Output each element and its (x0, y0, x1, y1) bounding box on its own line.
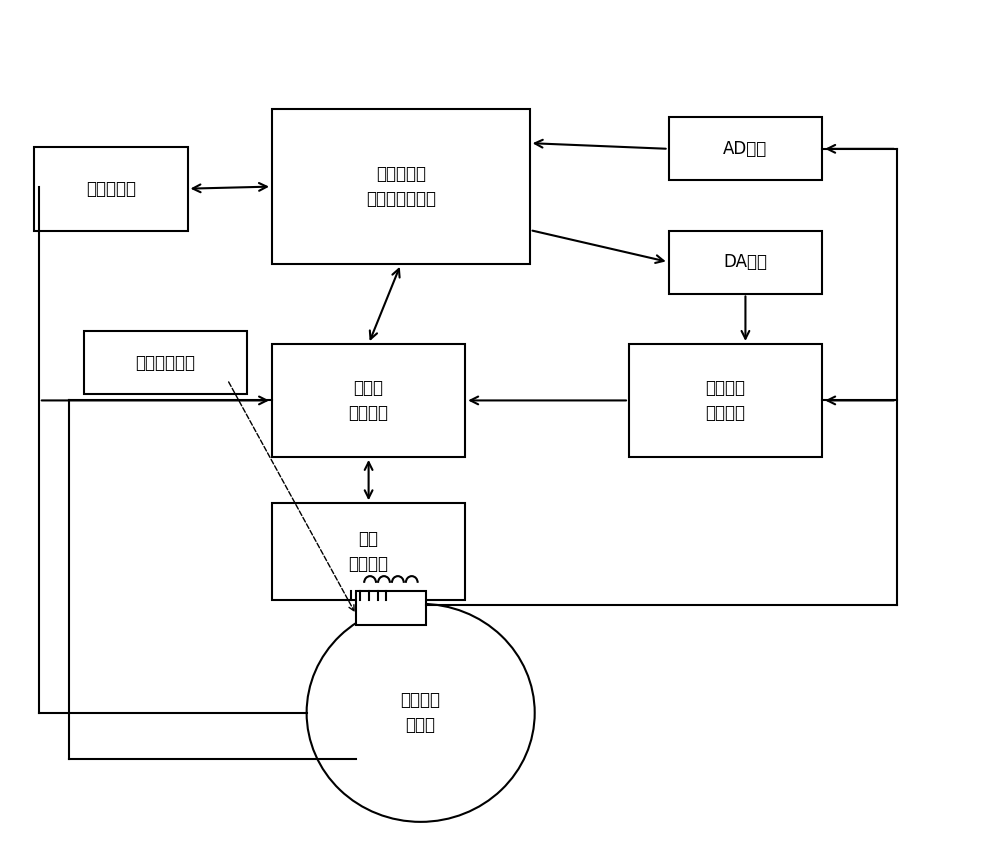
Bar (629, 344, 822, 457)
Bar (272, 109, 530, 264)
Text: 功率
驱动单元: 功率 驱动单元 (349, 530, 389, 573)
Text: AD转化: AD转化 (723, 140, 768, 158)
Ellipse shape (307, 604, 535, 822)
Bar (669, 230, 822, 294)
Bar (272, 503, 465, 600)
Text: 可编程
逻辑器件: 可编程 逻辑器件 (349, 379, 389, 422)
Text: 显示与键盘: 显示与键盘 (86, 180, 136, 197)
Text: 位置检测单元: 位置检测单元 (135, 354, 195, 372)
Bar (272, 344, 465, 457)
Bar (84, 331, 247, 394)
Bar (34, 147, 188, 230)
Text: 电流斩波
控制单元: 电流斩波 控制单元 (706, 379, 746, 422)
Text: DA转化: DA转化 (723, 253, 767, 271)
Text: 微处理器或
数字信号处理器: 微处理器或 数字信号处理器 (366, 165, 436, 208)
Bar (356, 591, 426, 625)
Bar (669, 118, 822, 180)
Text: 开关磁阻
电动机: 开关磁阻 电动机 (401, 691, 441, 734)
